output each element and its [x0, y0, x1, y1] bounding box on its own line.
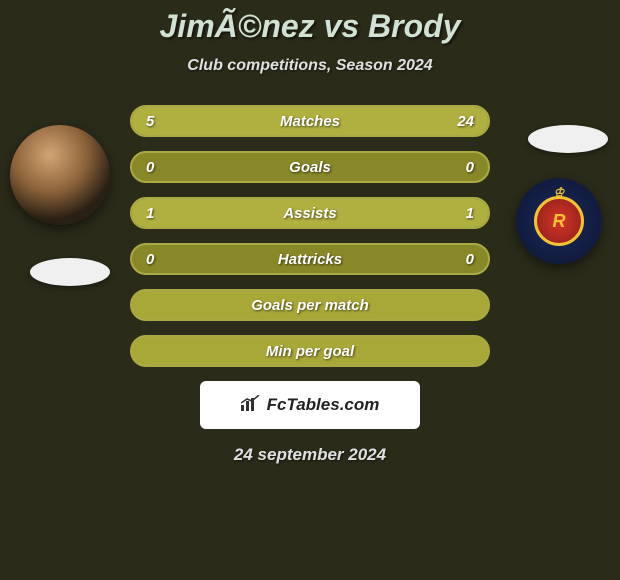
stat-row: Min per goal — [130, 335, 490, 367]
stat-value-left: 0 — [146, 251, 154, 268]
badge-letter: R — [553, 211, 566, 232]
date-text: 24 september 2024 — [0, 445, 620, 465]
stat-value-left: 1 — [146, 205, 154, 222]
chart-icon — [241, 395, 261, 416]
stat-value-left: 0 — [146, 159, 154, 176]
stat-fill-right — [193, 107, 488, 135]
stat-fill-right — [310, 199, 488, 227]
team-badge-right: ♔ R — [516, 178, 602, 264]
stat-label: Min per goal — [266, 343, 354, 360]
stat-value-left: 5 — [146, 113, 154, 130]
stat-label: Assists — [283, 205, 336, 222]
player-photo-left — [10, 125, 110, 225]
team-badge-inner: ♔ R — [534, 196, 584, 246]
stat-value-right: 0 — [466, 251, 474, 268]
stat-row: 5 Matches 24 — [130, 105, 490, 137]
page-title: JimÃ©nez vs Brody — [0, 8, 620, 45]
subtitle: Club competitions, Season 2024 — [0, 57, 620, 75]
stats-area: 5 Matches 24 0 Goals 0 1 Assists 1 0 Hattricks 0 Goa… — [130, 105, 490, 367]
stat-row: Goals per match — [130, 289, 490, 321]
stat-label: Goals — [289, 159, 331, 176]
stat-row: 0 Goals 0 — [130, 151, 490, 183]
infographic-container: JimÃ©nez vs Brody Club competitions, Sea… — [0, 0, 620, 580]
stat-row: 1 Assists 1 — [130, 197, 490, 229]
stat-row: 0 Hattricks 0 — [130, 243, 490, 275]
stat-label: Hattricks — [278, 251, 342, 268]
team-flag-right — [528, 125, 608, 153]
team-flag-left — [30, 258, 110, 286]
stat-value-right: 24 — [457, 113, 474, 130]
stat-value-right: 1 — [466, 205, 474, 222]
crown-icon: ♔ — [554, 185, 565, 199]
stat-value-right: 0 — [466, 159, 474, 176]
stat-fill-left — [132, 107, 193, 135]
stat-label: Goals per match — [251, 297, 369, 314]
watermark-text: FcTables.com — [267, 395, 380, 415]
stat-label: Matches — [280, 113, 340, 130]
watermark-box: FcTables.com — [200, 381, 420, 429]
